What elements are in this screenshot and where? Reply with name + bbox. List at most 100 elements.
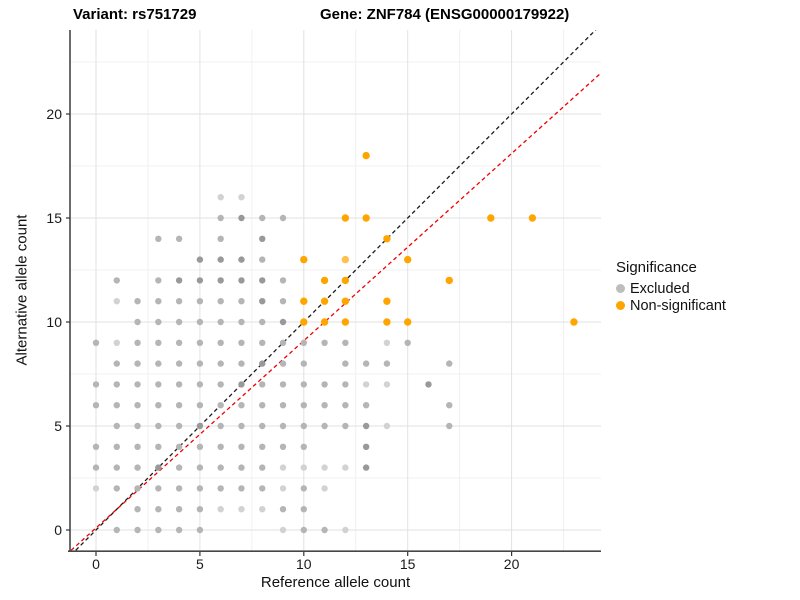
- variant-title: Variant: rs751729: [73, 6, 197, 23]
- point-excluded: [217, 298, 224, 305]
- point-non-significant: [362, 214, 370, 222]
- point-excluded: [175, 526, 183, 534]
- point-excluded: [300, 443, 307, 450]
- point-excluded: [196, 443, 204, 450]
- point-excluded: [279, 298, 287, 305]
- point-excluded: [238, 381, 245, 388]
- point-excluded: [134, 318, 141, 326]
- point-excluded: [134, 339, 141, 346]
- point-excluded: [300, 485, 307, 492]
- point-excluded: [217, 402, 224, 409]
- point-excluded: [134, 402, 141, 409]
- point-excluded: [342, 360, 349, 367]
- point-excluded: [259, 422, 266, 430]
- legend-item-non-significant: Non-significant: [616, 297, 726, 314]
- point-excluded: [155, 443, 162, 450]
- point-excluded: [321, 485, 328, 492]
- point-non-significant: [320, 318, 329, 326]
- point-excluded: [134, 506, 141, 513]
- non-significant-dot-icon: [616, 301, 625, 310]
- point-excluded: [279, 526, 287, 534]
- point-excluded: [92, 464, 100, 471]
- point-non-significant: [404, 255, 412, 264]
- point-excluded: [217, 485, 224, 492]
- point-excluded: [196, 402, 204, 409]
- point-non-significant: [570, 318, 578, 326]
- x-tick-label: 20: [503, 556, 520, 572]
- point-excluded: [362, 422, 370, 430]
- point-excluded: [175, 443, 183, 450]
- point-excluded: [259, 506, 266, 513]
- point-excluded: [113, 443, 120, 450]
- point-excluded: [238, 464, 245, 471]
- excluded-dot-icon: [616, 284, 625, 293]
- point-excluded: [134, 485, 141, 492]
- point-excluded: [134, 360, 141, 367]
- point-excluded: [300, 422, 307, 430]
- y-tick-label: 20: [46, 106, 62, 122]
- point-excluded: [238, 402, 245, 409]
- point-excluded: [238, 318, 245, 326]
- point-excluded: [342, 381, 349, 388]
- point-excluded: [217, 506, 224, 513]
- point-excluded: [300, 506, 307, 513]
- point-excluded: [113, 277, 120, 284]
- point-non-significant: [528, 214, 537, 222]
- point-non-significant: [341, 214, 350, 222]
- point-excluded: [238, 443, 245, 450]
- point-excluded: [196, 256, 204, 263]
- point-non-significant: [383, 235, 391, 243]
- point-excluded: [155, 485, 162, 492]
- point-excluded: [446, 402, 453, 409]
- point-excluded: [175, 464, 183, 471]
- point-non-significant: [341, 255, 350, 264]
- expected-ratio-line: [70, 72, 601, 552]
- point-excluded: [217, 339, 224, 346]
- point-excluded: [134, 526, 141, 534]
- point-excluded: [238, 256, 245, 263]
- legend-label-excluded: Excluded: [630, 280, 690, 297]
- point-excluded: [155, 506, 162, 513]
- point-non-significant: [341, 276, 350, 285]
- point-excluded: [92, 443, 100, 450]
- point-excluded: [196, 381, 204, 388]
- point-excluded: [383, 422, 391, 430]
- point-non-significant: [487, 214, 495, 222]
- point-excluded: [113, 526, 120, 534]
- point-excluded: [321, 402, 328, 409]
- point-excluded: [259, 402, 266, 409]
- point-non-significant: [362, 151, 370, 160]
- point-excluded: [134, 464, 141, 471]
- point-excluded: [279, 485, 287, 492]
- point-excluded: [300, 360, 307, 367]
- x-tick-label: 15: [399, 556, 416, 572]
- point-excluded: [196, 277, 204, 284]
- point-excluded: [300, 339, 307, 346]
- point-excluded: [155, 318, 162, 326]
- point-excluded: [196, 339, 204, 346]
- point-excluded: [196, 464, 204, 471]
- point-excluded: [92, 485, 100, 492]
- point-excluded: [175, 485, 183, 492]
- point-excluded: [362, 443, 370, 450]
- point-excluded: [196, 298, 204, 305]
- point-excluded: [279, 318, 287, 326]
- point-non-significant: [300, 318, 308, 326]
- legend-title: Significance: [616, 259, 697, 276]
- point-excluded: [155, 422, 162, 430]
- point-excluded: [155, 381, 162, 388]
- point-excluded: [217, 194, 224, 201]
- point-excluded: [259, 443, 266, 450]
- point-excluded: [92, 381, 100, 388]
- point-excluded: [238, 194, 245, 201]
- point-excluded: [217, 464, 224, 471]
- point-excluded: [217, 256, 224, 263]
- point-excluded: [217, 318, 224, 326]
- point-excluded: [259, 318, 266, 326]
- point-excluded: [134, 443, 141, 450]
- point-excluded: [155, 464, 162, 471]
- point-excluded: [155, 402, 162, 409]
- point-excluded: [362, 381, 370, 388]
